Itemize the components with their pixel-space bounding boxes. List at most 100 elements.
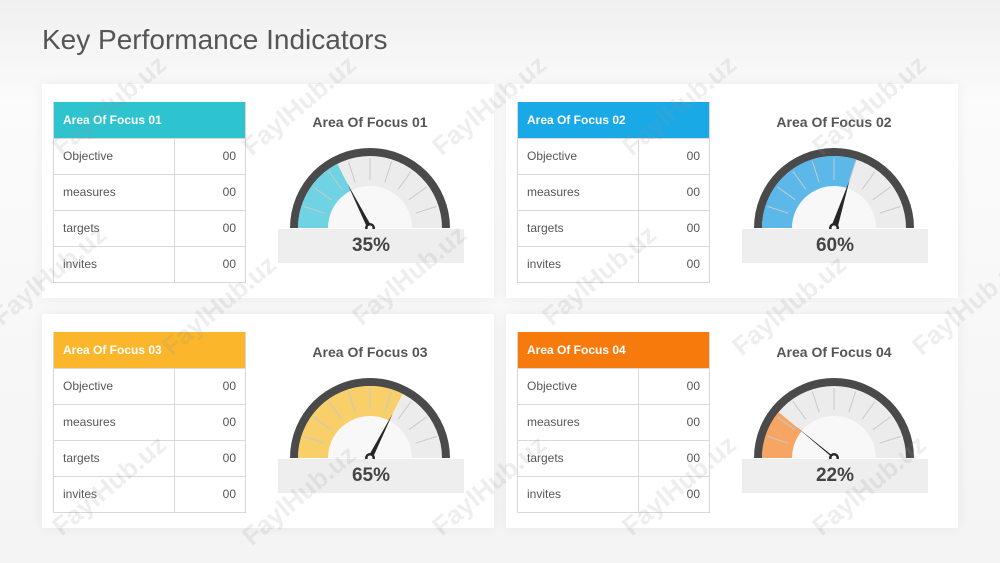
kpi-card-2: Area Of Focus 02 Objective 00 measures 00 tar… bbox=[506, 84, 958, 298]
gauge-tick bbox=[415, 205, 437, 214]
gauge bbox=[754, 378, 914, 463]
table-row: measures 00 bbox=[518, 174, 709, 210]
kpi-row-value: 00 bbox=[222, 487, 236, 501]
gauge-tick bbox=[347, 161, 356, 183]
gauge-hub bbox=[792, 416, 876, 458]
kpi-row-value: 00 bbox=[222, 451, 236, 465]
gauge-tick bbox=[328, 401, 343, 420]
table-row: targets 00 bbox=[518, 210, 709, 246]
table-row: targets 00 bbox=[54, 440, 245, 476]
gauge-tick bbox=[303, 435, 325, 444]
kpi-row-value: 00 bbox=[686, 257, 700, 271]
kpi-row-label: Objective bbox=[54, 139, 175, 174]
gauge-hub bbox=[328, 186, 412, 228]
gauge-value-label: 22% bbox=[742, 459, 928, 493]
gauge-needle bbox=[795, 426, 837, 462]
kpi-row-label: measures bbox=[518, 175, 639, 210]
kpi-row-label: measures bbox=[54, 175, 175, 210]
gauge-tick bbox=[848, 391, 857, 413]
table-row: invites 00 bbox=[518, 246, 709, 282]
gauge-tick bbox=[872, 416, 891, 431]
kpi-row-label: Objective bbox=[54, 369, 175, 404]
kpi-row-label: targets bbox=[54, 441, 175, 476]
kpi-table-header: Area Of Focus 02 bbox=[518, 102, 709, 138]
kpi-row-value: 00 bbox=[686, 487, 700, 501]
table-row: targets 00 bbox=[518, 440, 709, 476]
gauge-tick bbox=[347, 391, 356, 413]
gauge-tick bbox=[767, 435, 789, 444]
gauge-tick bbox=[848, 161, 857, 183]
kpi-table-header: Area Of Focus 01 bbox=[54, 102, 245, 138]
gauge-tick bbox=[408, 186, 427, 201]
gauge-hub bbox=[328, 416, 412, 458]
gauge bbox=[290, 148, 450, 233]
kpi-row-value: 00 bbox=[686, 149, 700, 163]
gauge-tick bbox=[811, 161, 820, 183]
gauge-tick bbox=[777, 416, 796, 431]
kpi-row-value: 00 bbox=[686, 185, 700, 199]
table-row: targets 00 bbox=[54, 210, 245, 246]
kpi-row-value: 00 bbox=[686, 221, 700, 235]
gauge-tick bbox=[879, 435, 901, 444]
kpi-row-label: invites bbox=[518, 247, 639, 282]
gauge-value-label: 60% bbox=[742, 229, 928, 263]
kpi-row-value: 00 bbox=[222, 257, 236, 271]
kpi-row-label: invites bbox=[54, 477, 175, 512]
kpi-row-value: 00 bbox=[686, 415, 700, 429]
kpi-row-value: 00 bbox=[222, 185, 236, 199]
table-row: measures 00 bbox=[54, 404, 245, 440]
kpi-row-label: targets bbox=[518, 441, 639, 476]
table-row: Objective 00 bbox=[54, 138, 245, 174]
kpi-row-label: targets bbox=[54, 211, 175, 246]
kpi-table-header: Area Of Focus 03 bbox=[54, 332, 245, 368]
kpi-row-label: targets bbox=[518, 211, 639, 246]
gauge-tick bbox=[397, 171, 412, 190]
gauge-value-label: 35% bbox=[278, 229, 464, 263]
gauge-tick bbox=[811, 391, 820, 413]
gauge-title: Area Of Focus 03 bbox=[312, 344, 428, 360]
gauge-title: Area Of Focus 01 bbox=[312, 114, 428, 130]
gauge-tick bbox=[861, 171, 876, 190]
gauge bbox=[290, 378, 450, 463]
kpi-row-value: 00 bbox=[222, 149, 236, 163]
gauge-tick bbox=[777, 186, 796, 201]
kpi-row-label: invites bbox=[518, 477, 639, 512]
kpi-table-header: Area Of Focus 04 bbox=[518, 332, 709, 368]
kpi-card-4: Area Of Focus 04 Objective 00 measures 00 tar… bbox=[506, 314, 958, 528]
kpi-row-value: 00 bbox=[222, 379, 236, 393]
gauge-needle bbox=[830, 180, 850, 230]
kpi-card-3: Area Of Focus 03 Objective 00 measures 00 tar… bbox=[42, 314, 494, 528]
gauge-tick bbox=[384, 161, 393, 183]
gauge-hub bbox=[792, 186, 876, 228]
gauge-tick bbox=[792, 401, 807, 420]
kpi-table: Area Of Focus 02 Objective 00 measures 00 tar… bbox=[517, 102, 710, 283]
gauge bbox=[754, 148, 914, 233]
table-row: Objective 00 bbox=[54, 368, 245, 404]
table-row: Objective 00 bbox=[518, 368, 709, 404]
kpi-table: Area Of Focus 03 Objective 00 measures 00 tar… bbox=[53, 332, 246, 513]
gauge-tick bbox=[861, 401, 876, 420]
kpi-row-label: measures bbox=[518, 405, 639, 440]
table-row: measures 00 bbox=[54, 174, 245, 210]
kpi-row-value: 00 bbox=[686, 379, 700, 393]
table-row: invites 00 bbox=[54, 476, 245, 512]
gauge-tick bbox=[313, 186, 332, 201]
kpi-row-value: 00 bbox=[222, 415, 236, 429]
kpi-table: Area Of Focus 01 Objective 00 measures 00 tar… bbox=[53, 102, 246, 283]
gauge-tick bbox=[384, 391, 393, 413]
gauge-tick bbox=[328, 171, 343, 190]
page-title: Key Performance Indicators bbox=[42, 24, 388, 55]
kpi-row-label: measures bbox=[54, 405, 175, 440]
gauge-title: Area Of Focus 04 bbox=[776, 344, 892, 360]
gauge-tick bbox=[303, 205, 325, 214]
table-row: invites 00 bbox=[518, 476, 709, 512]
gauge-tick bbox=[872, 186, 891, 201]
gauge-tick bbox=[408, 416, 427, 431]
kpi-row-value: 00 bbox=[222, 221, 236, 235]
kpi-card-1: Area Of Focus 01 Objective 00 measures 00 tar… bbox=[42, 84, 494, 298]
table-row: measures 00 bbox=[518, 404, 709, 440]
gauge-tick bbox=[313, 416, 332, 431]
gauge-tick bbox=[397, 401, 412, 420]
table-row: Objective 00 bbox=[518, 138, 709, 174]
kpi-row-label: invites bbox=[54, 247, 175, 282]
